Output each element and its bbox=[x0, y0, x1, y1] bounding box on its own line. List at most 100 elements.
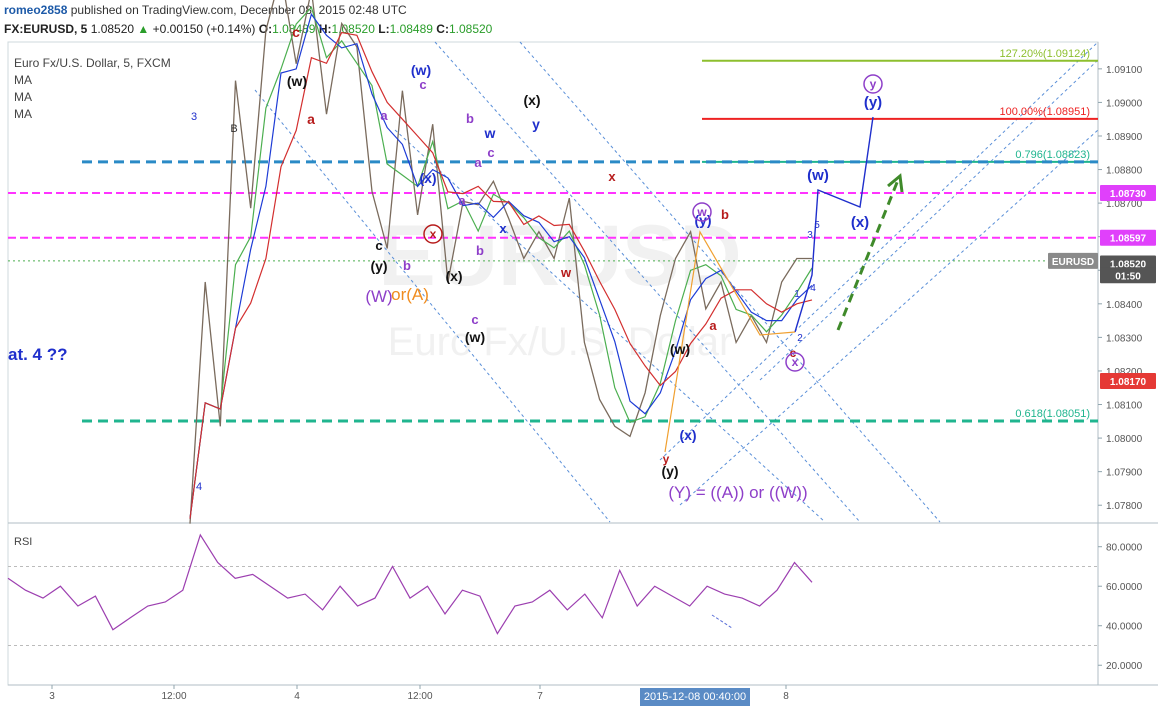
price-badge-text: 1.08170 bbox=[1110, 377, 1147, 388]
ma-line-blue bbox=[189, 12, 813, 519]
wave-label: w bbox=[560, 265, 572, 280]
channel-line bbox=[394, 129, 826, 523]
open-label: O: bbox=[258, 22, 273, 36]
wave-label: y bbox=[663, 452, 670, 466]
close-label: C: bbox=[436, 22, 449, 36]
price-series bbox=[189, 0, 812, 524]
wave-label: (w) bbox=[807, 167, 829, 184]
price-badge bbox=[1100, 185, 1156, 202]
wave-label: 4 bbox=[810, 283, 816, 294]
price-change: +0.00150 (+0.14%) bbox=[152, 22, 256, 36]
wave-label: x bbox=[608, 169, 616, 184]
y-tick-label: 1.08100 bbox=[1106, 401, 1143, 412]
high-label: H: bbox=[318, 22, 332, 36]
wave-label: 1 bbox=[794, 289, 800, 300]
wave-label: a bbox=[709, 318, 717, 333]
channel-line bbox=[434, 41, 861, 523]
wave-label: (y) bbox=[370, 258, 387, 274]
wave-label: (y) bbox=[864, 94, 882, 111]
wave-label: (w) bbox=[670, 341, 690, 357]
wave-label: (x) bbox=[419, 170, 436, 186]
circled-wave-label: y bbox=[870, 77, 877, 91]
wave-label: c bbox=[487, 145, 494, 160]
price-badge bbox=[1100, 229, 1156, 246]
wave-label: (x) bbox=[679, 427, 696, 443]
wave-label: (w) bbox=[465, 329, 485, 345]
wave-label: b bbox=[721, 207, 729, 222]
price-badge bbox=[1100, 267, 1156, 284]
y-tick-label: 1.07800 bbox=[1106, 501, 1143, 512]
watermark-symbol: EURUSD bbox=[378, 208, 741, 304]
fib-label: 100.00%(1.08951) bbox=[999, 106, 1090, 118]
forecast-arrow bbox=[836, 179, 900, 331]
channel-line bbox=[659, 41, 1099, 461]
rsi-divergence-line bbox=[711, 614, 733, 629]
x-tick-label: 3 bbox=[49, 691, 55, 702]
rsi-tick-label: 60.0000 bbox=[1106, 582, 1143, 593]
projected-wave-path bbox=[794, 116, 874, 333]
wave-label: a bbox=[474, 155, 482, 170]
legend-ma-1: MA bbox=[14, 73, 32, 87]
wave-label: y bbox=[532, 116, 540, 132]
wave-label: B bbox=[230, 123, 237, 135]
watermark-name: Euro Fx/U.S. Dollar bbox=[388, 320, 733, 364]
rsi-tick-label: 20.0000 bbox=[1106, 661, 1143, 672]
ma-line-red bbox=[189, 31, 813, 519]
x-tick-label: 12:00 bbox=[407, 691, 432, 702]
price-badge-text: 1.08520 bbox=[1110, 260, 1147, 271]
wave-label: c bbox=[471, 312, 478, 327]
wave-label: c bbox=[292, 24, 300, 40]
x-tick-label: 7 bbox=[537, 691, 543, 702]
y-tick-label: 1.07900 bbox=[1106, 468, 1143, 479]
wave-label: (w) bbox=[411, 62, 431, 78]
y-tick-label: 1.08200 bbox=[1106, 367, 1143, 378]
legend-title: Euro Fx/U.S. Dollar, 5, FXCM bbox=[14, 56, 171, 70]
chart-legend: Euro Fx/U.S. Dollar, 5, FXCM MA MA MA bbox=[14, 55, 171, 123]
price-badge bbox=[1100, 373, 1156, 390]
wave-label: (x) bbox=[523, 92, 540, 108]
wave-label: (W) bbox=[365, 287, 392, 306]
y-tick-label: 1.09000 bbox=[1106, 98, 1143, 109]
y-tick-label: 1.08700 bbox=[1106, 199, 1143, 210]
ma-line-green bbox=[189, 6, 813, 519]
y-tick-label: 1.08300 bbox=[1106, 333, 1143, 344]
wave-label: 3 bbox=[807, 230, 813, 241]
close-value: 1.08520 bbox=[448, 22, 493, 36]
rsi-tick-label: 80.0000 bbox=[1106, 543, 1143, 554]
rsi-series bbox=[7, 533, 813, 635]
wave-label: a bbox=[380, 108, 388, 123]
wave-label: 2 bbox=[797, 333, 803, 344]
price-badge bbox=[1048, 252, 1098, 269]
wave-label: x bbox=[499, 221, 507, 236]
crosshair-date-badge: 2015-12-08 00:40:00 bbox=[640, 688, 750, 706]
price-badge-text: 1.08730 bbox=[1110, 189, 1147, 200]
last-price: 1.08520 bbox=[90, 22, 135, 36]
circled-wave-marker bbox=[863, 74, 883, 94]
wave-label: 5 bbox=[814, 220, 820, 231]
publish-text: published on TradingView.com, December 0… bbox=[70, 3, 407, 17]
y-tick-label: 1.08800 bbox=[1106, 166, 1143, 177]
legend-ma-3: MA bbox=[14, 107, 32, 121]
circled-wave-marker bbox=[692, 202, 712, 222]
y-tick-label: 1.08900 bbox=[1106, 132, 1143, 143]
circled-wave-marker bbox=[785, 352, 805, 372]
price-badge-text: EURUSD bbox=[1052, 257, 1094, 268]
up-arrow-icon: ▲ bbox=[137, 22, 150, 36]
author-link[interactable]: romeo2858 bbox=[4, 3, 68, 17]
wave-outline bbox=[664, 230, 796, 453]
publish-line: romeo2858 published on TradingView.com, … bbox=[4, 3, 407, 17]
plot-area bbox=[7, 41, 1099, 686]
forecast-arrow-head bbox=[887, 173, 904, 193]
wave-label: c bbox=[419, 77, 426, 92]
wave-label: b bbox=[476, 243, 484, 258]
wave-label: (x) bbox=[445, 268, 462, 284]
wave-label: w bbox=[484, 125, 496, 141]
x-tick-label: 8 bbox=[783, 691, 789, 702]
wave-label: a bbox=[458, 193, 466, 208]
y-tick-label: 1.09100 bbox=[1106, 65, 1143, 76]
low-value: 1.08489 bbox=[389, 22, 433, 36]
y-tick-label: 1.08400 bbox=[1106, 300, 1143, 311]
wave-label: 3 bbox=[191, 111, 197, 123]
wave-equation: (Y) = ((A)) or ((W)) bbox=[668, 483, 807, 502]
